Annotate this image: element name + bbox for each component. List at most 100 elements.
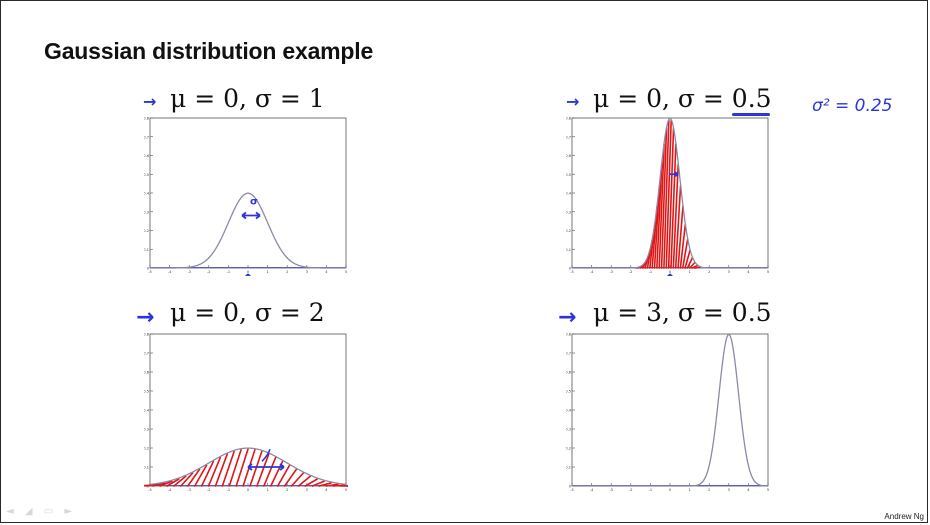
x-tick-label: -4 — [590, 270, 594, 274]
hatch-stroke — [674, 184, 682, 269]
hatch-stroke — [672, 163, 680, 269]
x-tick-label: 3 — [306, 488, 308, 492]
hatch-stroke — [180, 472, 194, 487]
hatch-stroke — [656, 163, 663, 269]
handwritten-arrow-2: → — [566, 92, 580, 111]
plot-frame — [149, 333, 347, 487]
sigma-symbol: σ — [250, 196, 258, 207]
y-tick-label: 0.6 — [144, 154, 149, 158]
hatch-stroke — [290, 472, 305, 487]
y-tick-label: 0.2 — [144, 447, 149, 451]
hatch-stroke — [679, 223, 687, 269]
x-tick-label: 0 — [247, 270, 249, 274]
hatch-stroke — [663, 119, 670, 269]
y-tick-label: 0.7 — [144, 135, 149, 139]
x-tick-label: -2 — [207, 488, 211, 492]
handwritten-arrow-3: → — [136, 305, 155, 330]
y-tick-label: 0.3 — [144, 428, 149, 432]
x-tick-label: -3 — [187, 270, 191, 274]
y-tick-label: 0.4 — [566, 409, 572, 413]
hatch-strokes — [144, 448, 348, 487]
hatch-stroke — [235, 448, 249, 487]
mean-up-arrow — [667, 273, 673, 276]
x-tick-label: 0 — [247, 488, 249, 492]
hatch-stroke — [693, 266, 701, 269]
footer-credit: Andrew Ng — [884, 512, 924, 521]
x-tick-label: -3 — [187, 488, 191, 492]
x-tick-label: 4 — [325, 488, 328, 492]
y-tick-label: 0 — [569, 485, 571, 489]
y-tick-label: 0 — [147, 267, 149, 271]
y-tick-label: 0.1 — [144, 248, 149, 252]
hatch-stroke — [691, 264, 698, 269]
gaussian-plot-3: 00.10.20.30.40.50.60.70.8-5-4-3-2-101234… — [144, 332, 348, 494]
hatch-stroke — [660, 127, 668, 269]
x-tick-label: -3 — [609, 488, 613, 492]
hatch-stroke — [677, 205, 684, 269]
hatch-strokes — [634, 119, 701, 269]
y-tick-label: 0.7 — [566, 352, 571, 356]
hatch-stroke — [684, 249, 691, 269]
x-tick-label: 5 — [767, 270, 769, 274]
x-tick-label: 1 — [266, 488, 268, 492]
x-tick-label: 3 — [306, 270, 308, 274]
hatch-stroke — [166, 478, 180, 487]
hatch-stroke — [214, 453, 229, 487]
y-tick-label: 0.1 — [566, 248, 571, 252]
y-tick-label: 0.5 — [144, 390, 149, 394]
y-tick-label: 0.4 — [144, 409, 150, 413]
hatch-stroke — [228, 448, 242, 487]
gaussian-curve — [572, 117, 768, 269]
y-tick-label: 0.8 — [144, 117, 149, 121]
x-tick-label: 4 — [747, 488, 750, 492]
x-tick-label: 0 — [669, 270, 671, 274]
hatch-stroke — [311, 480, 325, 487]
x-tick-label: 2 — [708, 270, 710, 274]
x-tick-label: 4 — [747, 270, 750, 274]
y-tick-label: 0.5 — [566, 173, 571, 177]
handwritten-arrow-4: → — [558, 305, 577, 330]
slide-nav-controls[interactable]: ◄ ◢ ▭ ► — [6, 506, 77, 517]
plot-title-4: μ = 3, σ = 0.5 — [593, 298, 772, 327]
plot-title-3: μ = 0, σ = 2 — [170, 298, 325, 327]
gaussian-plot-4: 0 0.1 0.2 0.3 0.4 0.5 0.6 0.7 0.8 -5 -4 -3 -2 -1 0 1 2 3 4… — [566, 332, 770, 494]
hatch-stroke — [665, 119, 672, 269]
hatch-stroke — [263, 456, 277, 487]
x-tick-label: -1 — [649, 270, 653, 274]
y-tick-label: 0.3 — [566, 428, 571, 432]
hatch-stroke — [325, 483, 339, 487]
x-tick-label: -1 — [649, 488, 653, 492]
x-tick-label: -5 — [148, 488, 152, 492]
hatch-stroke — [152, 482, 166, 487]
y-tick-label: 0.1 — [144, 466, 149, 470]
sigma-small-arrow — [669, 171, 679, 177]
x-tick-label: -5 — [148, 270, 152, 274]
hatch-stroke — [221, 450, 235, 487]
variance-annotation: σ² = 0.25 — [812, 96, 893, 116]
x-tick-label: -4 — [168, 488, 172, 492]
y-tick-label: 0.2 — [144, 229, 149, 233]
x-tick-label: -2 — [629, 488, 633, 492]
hatch-stroke — [187, 468, 201, 487]
y-tick-label: 0.7 — [566, 135, 571, 139]
y-tick-label: 0.6 — [566, 371, 571, 375]
x-tick-label: 2 — [286, 488, 288, 492]
hatch-stroke — [173, 475, 187, 487]
x-tick-label: -4 — [168, 270, 172, 274]
y-tick-label: 0.5 — [566, 390, 571, 394]
x-tick-label: -5 — [570, 270, 574, 274]
x-tick-label: 1 — [688, 488, 690, 492]
hatch-stroke — [159, 480, 173, 487]
hatch-stroke — [276, 464, 291, 487]
x-tick-label: 2 — [286, 270, 288, 274]
y-tick-label: 0.3 — [566, 210, 571, 214]
gaussian-plot-3-svg: 00.10.20.30.40.50.60.70.8-5-4-3-2-101234… — [144, 333, 348, 492]
y-tick-label: 0 — [569, 267, 571, 271]
y-tick-label: 0.7 — [144, 352, 149, 356]
gaussian-curve — [149, 447, 347, 485]
y-tick-label: 0.5 — [144, 173, 149, 177]
gaussian-plot-1: 0 0.1 0.2 0.3 0.4 0.5 0.6 0.7 0.8 -5 -4 -3 -2 -1 0 1 2 3 4… — [144, 116, 348, 276]
y-tick-label: 0.8 — [144, 333, 149, 337]
y-tick-label: 0.6 — [566, 154, 571, 158]
